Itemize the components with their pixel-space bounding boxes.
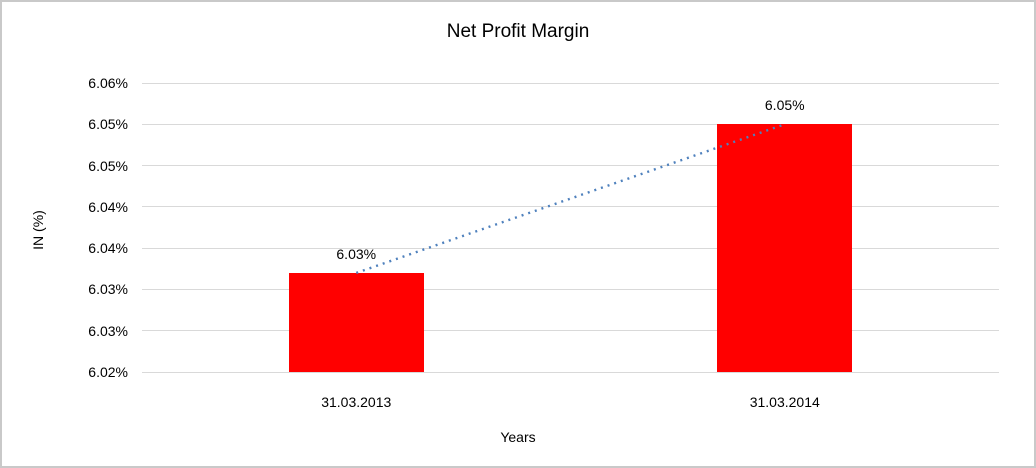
x-axis-title: Years <box>500 429 536 445</box>
y-gridline <box>142 206 999 208</box>
y-gridline <box>142 288 999 290</box>
y-tick-label: 6.02% <box>88 364 128 380</box>
y-tick-label: 6.05% <box>88 157 128 174</box>
bar-data-label: 6.05% <box>764 97 805 114</box>
bar-31.03.2013 <box>288 272 424 372</box>
chart-title: Net Profit Margin <box>446 21 590 42</box>
bar-31.03.2014 <box>717 124 853 372</box>
x-tick-label: 31.03.2014 <box>749 394 820 410</box>
x-tick-label: 31.03.2013 <box>321 394 392 410</box>
y-gridline <box>142 165 999 167</box>
y-gridline <box>142 247 999 249</box>
y-tick-label: 6.03% <box>88 322 128 339</box>
y-gridline <box>142 82 999 84</box>
y-tick-label: 6.06% <box>88 75 128 91</box>
y-tick-label: 6.04% <box>88 198 128 215</box>
bar-data-label: 6.03% <box>336 245 377 262</box>
y-gridline <box>142 371 999 373</box>
y-tick-label: 6.03% <box>88 281 128 298</box>
y-tick-label: 6.05% <box>88 116 128 133</box>
y-gridline <box>142 330 999 332</box>
y-gridline <box>142 123 999 125</box>
y-tick-label: 6.04% <box>88 240 128 257</box>
